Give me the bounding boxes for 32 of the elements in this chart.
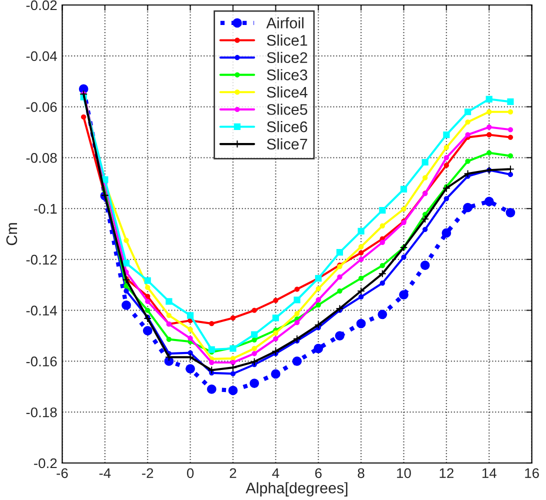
x-tick-label: 14 (482, 468, 496, 478)
y-tick-label: -0.1 (34, 204, 57, 214)
y-tick-label: -0.08 (26, 153, 57, 163)
x-axis-title: Alpha[degrees] (246, 482, 348, 496)
legend-label: Slice6 (266, 121, 308, 132)
legend-label: Airfoil (266, 17, 304, 28)
x-tick-label: 4 (272, 468, 280, 478)
legend-label: Slice3 (266, 69, 308, 80)
x-tick-label: -4 (99, 468, 111, 478)
y-tick-label: -0.04 (26, 51, 57, 62)
y-tick-label: -0.18 (26, 407, 57, 418)
y-tick-label: -0.14 (26, 306, 57, 316)
legend-label: Slice4 (266, 86, 308, 98)
x-tick-label: 0 (186, 468, 194, 478)
y-tick-label: -0.06 (26, 102, 57, 112)
x-tick-label: 2 (230, 468, 236, 478)
x-tick-label: 10 (397, 468, 411, 478)
x-tick-label: 8 (358, 468, 364, 478)
y-tick-label: -0.2 (34, 458, 57, 468)
y-tick-label: -0.02 (26, 0, 57, 10)
x-tick-label: 6 (315, 468, 322, 478)
y-axis-title: Cm (6, 223, 18, 246)
legend-label: Slice1 (266, 34, 308, 46)
legend-label: Slice7 (266, 138, 308, 150)
x-tick-label: -2 (142, 468, 154, 478)
y-tick-label: -0.16 (26, 356, 57, 366)
x-tick-label: 12 (440, 468, 454, 478)
legend-label: Slice5 (266, 104, 308, 115)
y-tick-label: -0.12 (26, 254, 57, 265)
x-tick-label: 16 (525, 468, 539, 478)
x-tick-label: -6 (56, 468, 68, 478)
legend-label: Slice2 (266, 52, 308, 64)
